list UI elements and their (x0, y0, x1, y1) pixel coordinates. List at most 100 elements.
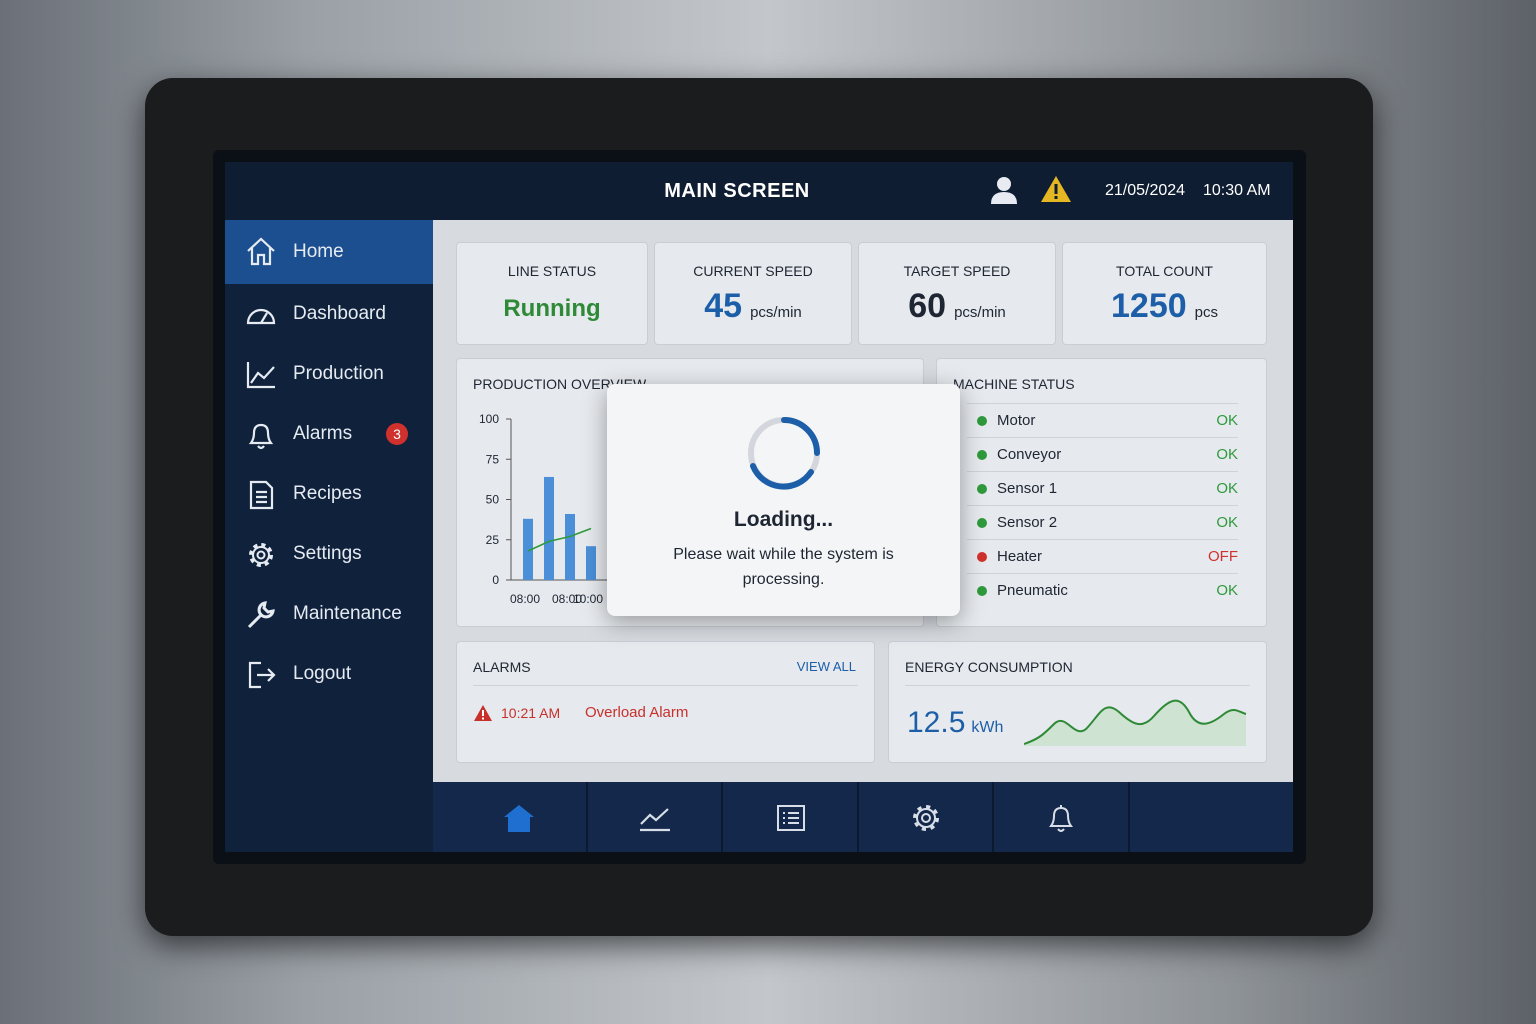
machine-status-panel: MACHINE STATUS Motor OK Conveyor OK Sensor 1… (936, 358, 1267, 627)
nav-label: Logout (293, 663, 352, 684)
maintenance-icon (247, 601, 275, 629)
home-icon (247, 237, 275, 266)
bottom-nav (433, 782, 1293, 852)
nav-item[interactable]: Dashboard (225, 284, 433, 344)
status-row: Motor OK (967, 403, 1238, 438)
nav-item[interactable]: Recipes (225, 464, 433, 524)
nav-item[interactable]: Maintenance (225, 584, 433, 644)
machine-status: OK (1216, 514, 1238, 531)
loading-modal: Loading... Please wait while the system … (607, 384, 960, 616)
panel-title: ENERGY CONSUMPTION (905, 659, 1073, 675)
kpi-value: 1250 (1111, 287, 1187, 325)
machine-name: Heater (997, 548, 1043, 565)
nav-button[interactable] (723, 782, 859, 852)
spinner (748, 417, 820, 490)
nav-item[interactable]: Alarms 3 (225, 404, 433, 464)
recipes-icon (249, 480, 274, 510)
x-tick-label: 08:00 (510, 592, 540, 606)
kpi-card: CURRENT SPEED 45 pcs/min (654, 242, 852, 345)
bar (523, 518, 533, 580)
x-tick-label: 10:00 (573, 592, 603, 606)
nav-label: Settings (293, 543, 362, 564)
nav-button[interactable] (859, 782, 994, 852)
divider (473, 685, 858, 686)
status-row: Pneumatic OK (967, 573, 1238, 608)
machine-status: OK (1216, 446, 1238, 463)
status-row: Sensor 2 OK (967, 505, 1238, 540)
kpi-label: TARGET SPEED (903, 263, 1011, 279)
kpi-card: LINE STATUS Running (456, 242, 648, 345)
line (527, 527, 592, 552)
machine-name: Motor (997, 412, 1036, 429)
time: 10:30 AM (1203, 182, 1271, 199)
bar (544, 476, 554, 580)
status-dot (977, 552, 987, 562)
kpi-unit: pcs/min (954, 304, 1006, 321)
y-tick-label: 75 (486, 452, 500, 466)
alarms-panel: ALARMS VIEW ALL 10:21 AM Overload Alarm (456, 641, 875, 763)
nav-item[interactable]: Production (225, 344, 433, 404)
nav-button[interactable] (433, 782, 588, 852)
screen-title: MAIN SCREEN (664, 180, 810, 202)
kpi-value: 45 (704, 287, 743, 325)
nav-label: Home (293, 241, 344, 262)
y-tick-label: 100 (479, 412, 499, 426)
alarm-badge: 3 (386, 423, 408, 445)
home-icon (504, 805, 534, 832)
nav-button[interactable] (588, 782, 723, 852)
machine-name: Sensor 1 (997, 480, 1058, 497)
warning-icon[interactable] (1040, 174, 1072, 204)
status-dot (977, 586, 987, 596)
nav-label: Maintenance (293, 603, 402, 624)
nav-item[interactable]: Logout (225, 644, 433, 704)
kpi-card: TOTAL COUNT 1250 pcs (1062, 242, 1267, 345)
kpi-card: TARGET SPEED 60 pcs/min (858, 242, 1056, 345)
nav-label: Production (293, 363, 384, 384)
modal-title: Loading... (733, 508, 834, 531)
bar (586, 546, 596, 580)
nav-button[interactable] (994, 782, 1130, 852)
kpi-label: CURRENT SPEED (693, 263, 813, 279)
alarm-icon (248, 423, 274, 450)
logout-icon (248, 661, 276, 689)
divider (905, 685, 1250, 686)
kpi-value: 60 (908, 287, 947, 325)
panel-title: PRODUCTION OVERVIEW (473, 376, 647, 392)
view-all-link[interactable]: VIEW ALL (796, 659, 856, 674)
machine-status: OFF (1208, 548, 1238, 565)
kpi-unit: pcs (1194, 304, 1218, 321)
modal-message: Please wait while the system is processi… (673, 546, 894, 588)
nav-label: Recipes (293, 483, 362, 504)
kpi-label: TOTAL COUNT (1116, 263, 1213, 279)
panel-title: ALARMS (473, 659, 531, 675)
production-icon (246, 362, 275, 389)
bar (565, 513, 575, 580)
settings-icon (249, 543, 273, 567)
nav-label: Dashboard (293, 303, 386, 324)
panel-title: MACHINE STATUS (953, 376, 1075, 392)
status-dot (977, 450, 987, 460)
machine-name: Sensor 2 (997, 514, 1058, 531)
nav-item[interactable]: Settings (225, 524, 433, 584)
bell-icon (1049, 805, 1073, 832)
machine-status: OK (1216, 582, 1238, 599)
y-tick-label: 0 (492, 573, 499, 587)
status-dot (977, 484, 987, 494)
y-tick-label: 25 (486, 533, 500, 547)
nav-item[interactable]: Home (225, 220, 433, 284)
machine-status: OK (1216, 412, 1238, 429)
energy-unit: kWh (971, 719, 1004, 736)
status-row: Conveyor OK (967, 437, 1238, 472)
energy-sparkline (1024, 699, 1247, 746)
alarm-message: Overload Alarm (585, 704, 689, 721)
list-icon (777, 805, 805, 831)
alarm-warning-icon (474, 705, 492, 721)
user-icon[interactable] (989, 175, 1019, 205)
status-row: Heater OFF (967, 539, 1238, 574)
date: 21/05/2024 (1105, 182, 1186, 199)
machine-name: Conveyor (997, 446, 1062, 463)
trend-icon (640, 808, 670, 832)
alarm-time: 10:21 AM (501, 705, 561, 721)
